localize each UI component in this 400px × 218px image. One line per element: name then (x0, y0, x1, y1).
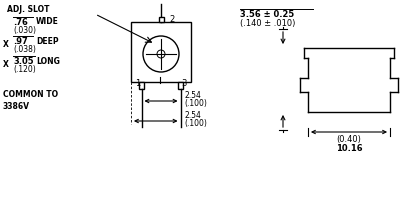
Text: COMMON TO
3386V: COMMON TO 3386V (3, 90, 58, 111)
Text: 3.05: 3.05 (13, 57, 34, 66)
Text: 3: 3 (182, 79, 187, 88)
Text: .97: .97 (13, 37, 28, 46)
Text: .76: .76 (13, 18, 28, 27)
Text: 1: 1 (135, 79, 140, 88)
Text: 2.54: 2.54 (184, 111, 201, 120)
Bar (158, 17, 164, 22)
Text: LONG: LONG (36, 56, 60, 65)
Text: (.030): (.030) (13, 26, 36, 35)
Text: 3.56 ± 0.25: 3.56 ± 0.25 (240, 10, 294, 19)
Text: ADJ. SLOT: ADJ. SLOT (7, 5, 50, 14)
Bar (178, 82, 183, 89)
Bar (131, 22, 191, 82)
Text: (.120): (.120) (13, 65, 36, 74)
Text: (0.40): (0.40) (336, 135, 362, 144)
Text: 2: 2 (169, 15, 174, 24)
Bar (139, 82, 144, 89)
Text: DEEP: DEEP (36, 36, 59, 46)
Text: (.100): (.100) (184, 119, 207, 128)
Text: WIDE: WIDE (36, 17, 59, 27)
Text: 2.54: 2.54 (184, 91, 201, 100)
Text: X: X (3, 40, 9, 49)
Text: (.038): (.038) (13, 45, 36, 54)
Text: (.140 ± .010): (.140 ± .010) (240, 19, 295, 28)
Text: 10.16: 10.16 (336, 144, 362, 153)
Text: X: X (3, 60, 9, 69)
Text: (.100): (.100) (184, 99, 207, 108)
